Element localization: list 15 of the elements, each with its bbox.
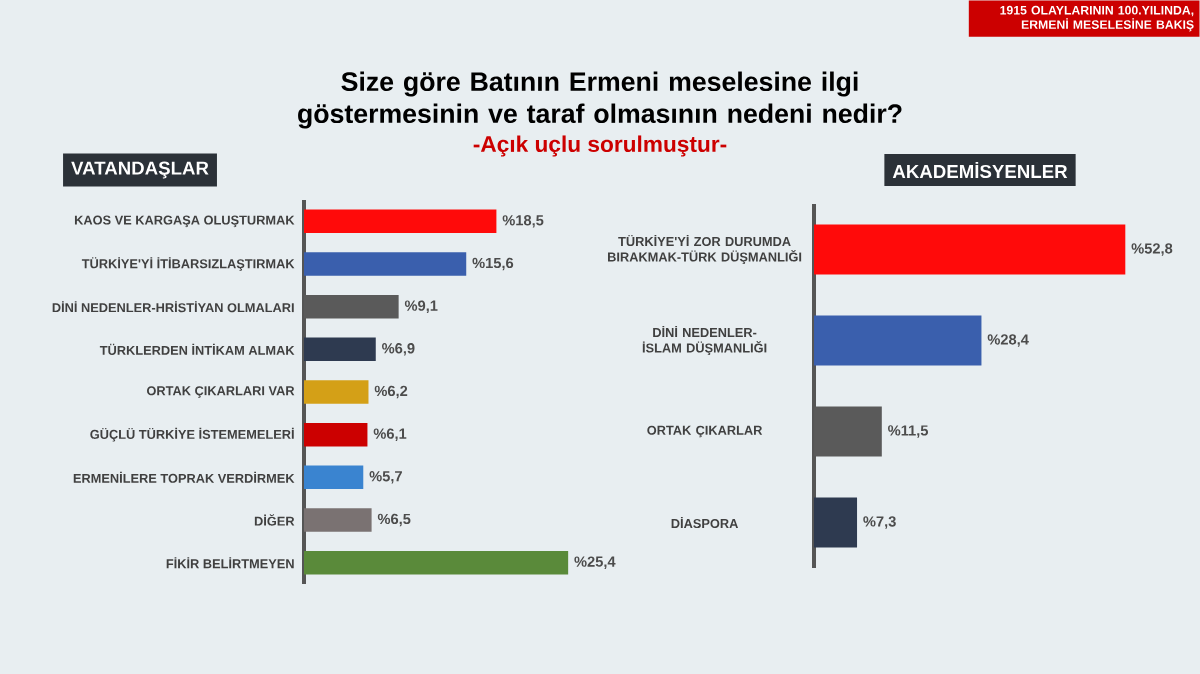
bar [814,497,858,548]
bar [304,465,364,490]
text: Size göre Batının Ermeni meselesine ilgi göstermesinin ve taraf olmasının nedeni nedir? [298,71,902,129]
text: -Açık uçlu sorulmuştur- [473,135,727,157]
bar [304,380,369,404]
bar [304,252,467,276]
chart-title: AKADEMİSYENLER [892,161,1068,179]
bar [814,315,982,366]
bar [304,209,497,234]
bar [304,337,376,362]
bar [304,508,372,532]
bar [814,224,1126,275]
bar [304,550,569,575]
bar [304,422,368,447]
text: VATANDAŞLAR [71,161,209,179]
